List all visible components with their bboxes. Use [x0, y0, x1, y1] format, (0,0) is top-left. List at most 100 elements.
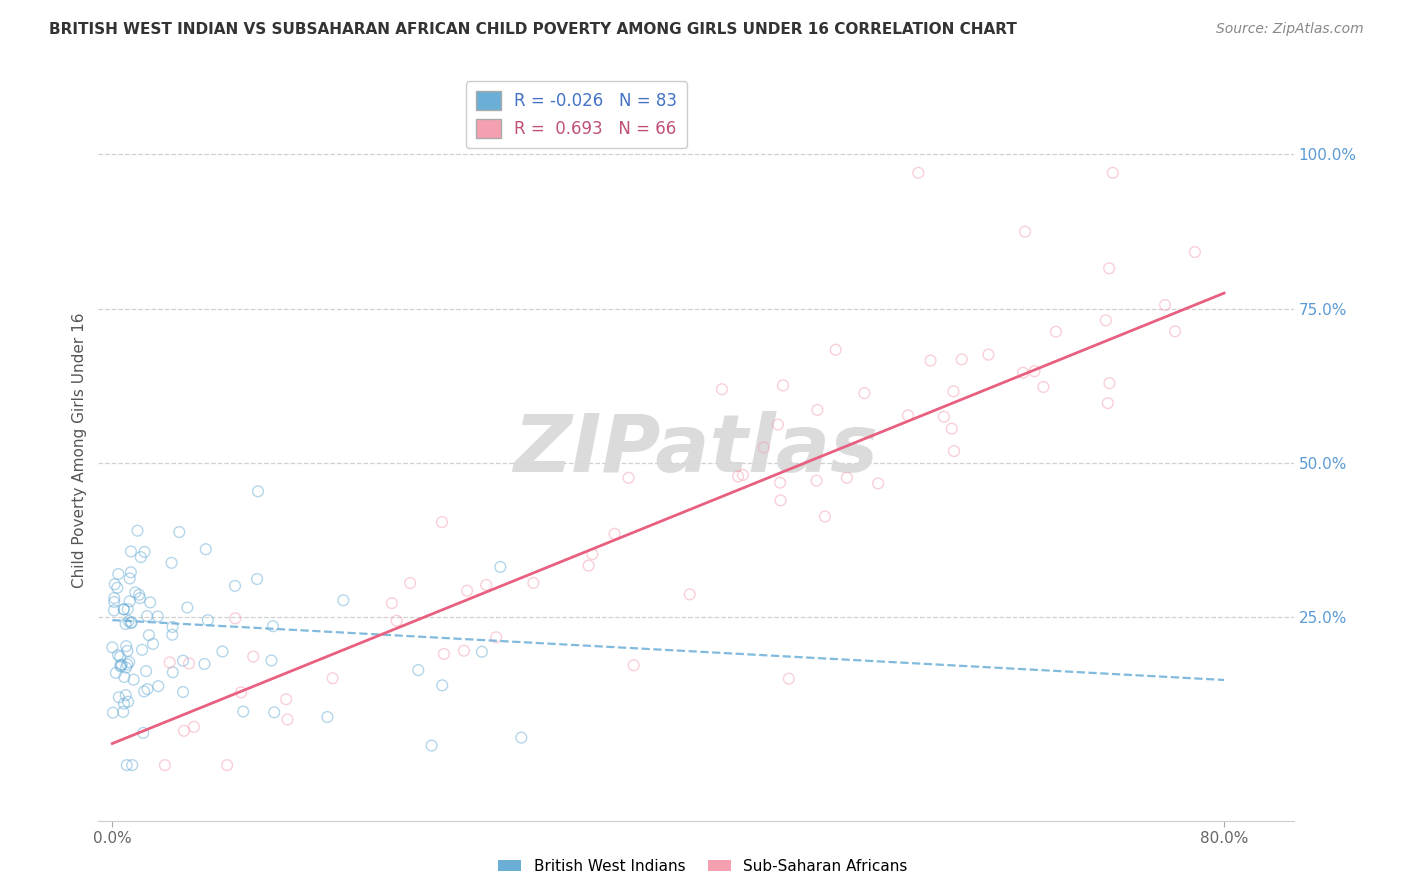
Point — [183, 720, 205, 734]
Point — [332, 593, 354, 607]
Point — [120, 566, 142, 580]
Legend: R = -0.026   N = 83, R =  0.693   N = 66: R = -0.026 N = 83, R = 0.693 N = 66 — [465, 81, 688, 148]
Point — [769, 475, 792, 490]
Point — [211, 644, 233, 658]
Point — [132, 684, 155, 698]
Point — [485, 630, 508, 644]
Point — [260, 653, 283, 667]
Point — [112, 602, 135, 616]
Point — [177, 657, 200, 671]
Point — [108, 690, 131, 705]
Point — [132, 726, 155, 740]
Point — [121, 758, 143, 772]
Point — [385, 614, 408, 628]
Point — [224, 611, 246, 625]
Point — [110, 659, 132, 673]
Point — [1024, 364, 1046, 378]
Point — [1184, 245, 1206, 260]
Point — [114, 688, 136, 702]
Point — [977, 348, 1000, 362]
Point — [316, 710, 339, 724]
Point — [932, 409, 955, 424]
Point — [115, 758, 138, 772]
Point — [381, 596, 404, 610]
Point — [124, 585, 146, 599]
Point — [112, 670, 135, 684]
Point — [578, 558, 600, 573]
Point — [117, 644, 139, 658]
Point — [231, 685, 253, 699]
Point — [224, 579, 246, 593]
Point — [430, 515, 453, 529]
Point — [510, 731, 533, 745]
Point — [1097, 396, 1119, 410]
Point — [489, 560, 512, 574]
Point — [107, 648, 129, 662]
Text: Source: ZipAtlas.com: Source: ZipAtlas.com — [1216, 22, 1364, 37]
Point — [581, 547, 603, 561]
Point — [399, 576, 422, 591]
Point — [129, 591, 152, 606]
Point — [679, 587, 702, 601]
Point — [162, 628, 184, 642]
Point — [103, 591, 125, 606]
Point — [920, 353, 942, 368]
Point — [127, 524, 149, 538]
Point — [112, 602, 135, 616]
Point — [897, 409, 920, 423]
Point — [194, 542, 217, 557]
Point — [1102, 166, 1125, 180]
Point — [138, 628, 160, 642]
Point — [172, 654, 194, 668]
Point — [276, 713, 298, 727]
Point — [117, 695, 139, 709]
Point — [623, 658, 645, 673]
Point — [121, 615, 143, 630]
Point — [135, 664, 157, 678]
Point — [111, 657, 134, 672]
Point — [246, 572, 269, 586]
Point — [1014, 225, 1036, 239]
Point — [217, 758, 239, 772]
Point — [806, 474, 828, 488]
Point — [322, 671, 344, 685]
Point — [710, 382, 733, 396]
Point — [1164, 324, 1187, 338]
Point — [117, 614, 139, 628]
Point — [160, 556, 183, 570]
Point — [112, 705, 135, 719]
Point — [131, 643, 153, 657]
Point — [1045, 325, 1067, 339]
Point — [1098, 376, 1121, 391]
Point — [122, 673, 145, 687]
Point — [129, 550, 152, 565]
Y-axis label: Child Poverty Among Girls Under 16: Child Poverty Among Girls Under 16 — [72, 313, 87, 588]
Point — [752, 441, 775, 455]
Point — [727, 469, 749, 483]
Text: ZIPatlas: ZIPatlas — [513, 411, 879, 490]
Point — [136, 682, 159, 697]
Point — [432, 678, 454, 692]
Point — [153, 758, 176, 772]
Point — [1154, 298, 1177, 312]
Point — [117, 657, 139, 672]
Point — [173, 723, 195, 738]
Point — [104, 665, 127, 680]
Point — [778, 672, 800, 686]
Point — [134, 545, 156, 559]
Point — [115, 639, 138, 653]
Point — [1095, 313, 1118, 327]
Point — [172, 685, 194, 699]
Point — [943, 444, 966, 458]
Point — [105, 581, 128, 595]
Point — [453, 644, 475, 658]
Point — [142, 637, 165, 651]
Point — [617, 471, 640, 485]
Point — [276, 692, 298, 706]
Point — [118, 655, 141, 669]
Point — [475, 578, 498, 592]
Point — [117, 602, 139, 616]
Point — [806, 403, 828, 417]
Point — [907, 166, 929, 180]
Point — [139, 595, 162, 609]
